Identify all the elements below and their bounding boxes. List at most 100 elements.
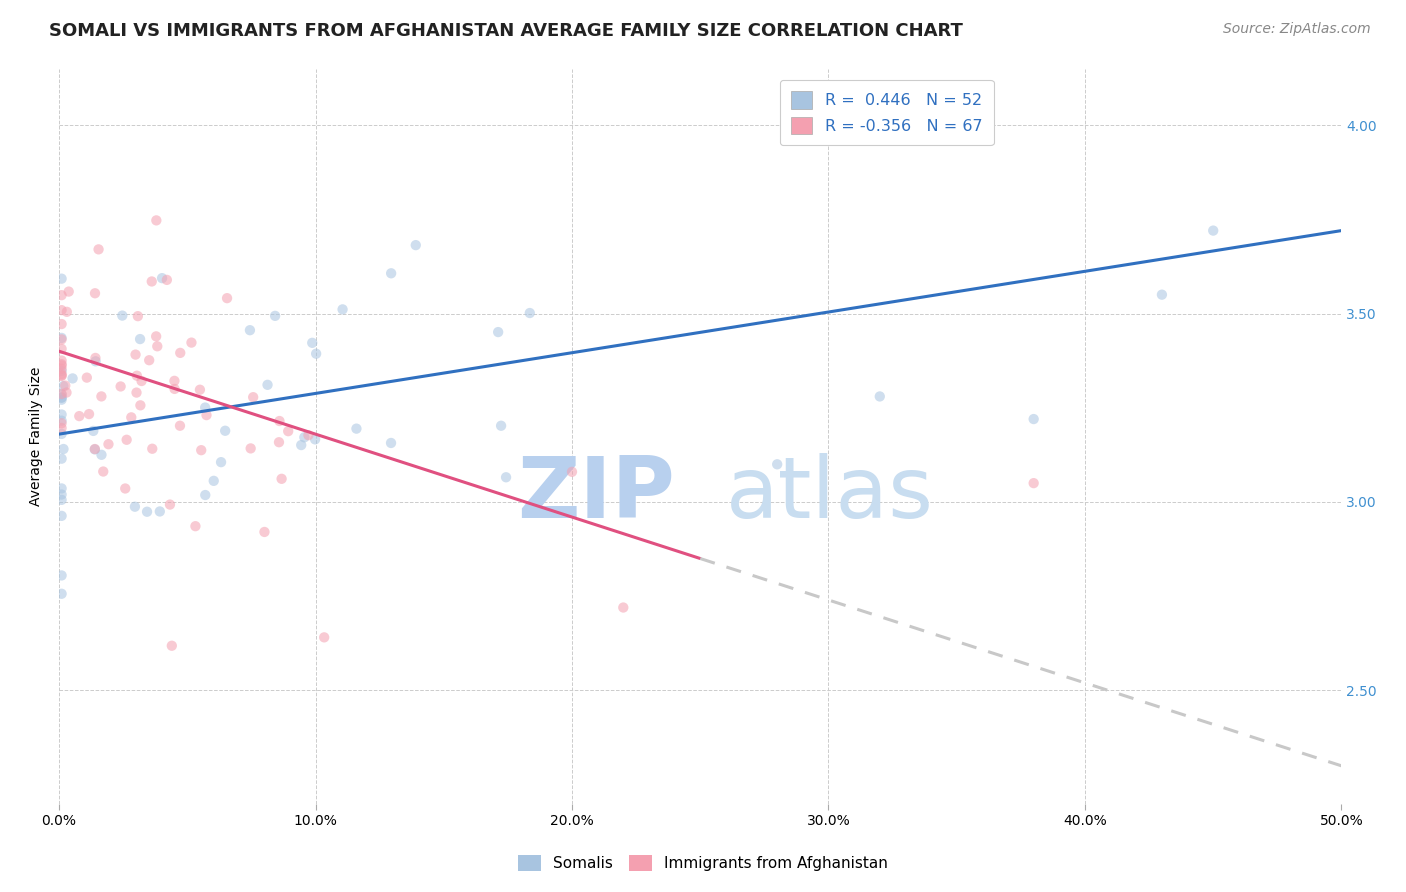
- Point: [405, 238, 427, 252]
- Text: atlas: atlas: [725, 453, 934, 536]
- Point: [239, 442, 262, 456]
- Point: [146, 339, 169, 353]
- Point: [87, 243, 110, 257]
- Point: [51, 368, 73, 383]
- Point: [51, 357, 73, 371]
- Point: [51, 392, 73, 407]
- Point: [305, 347, 328, 361]
- Point: [51, 361, 73, 376]
- Text: Source: ZipAtlas.com: Source: ZipAtlas.com: [1223, 22, 1371, 37]
- Point: [1202, 224, 1225, 238]
- Point: [124, 348, 146, 362]
- Point: [51, 587, 73, 601]
- Point: [215, 291, 238, 305]
- Point: [138, 353, 160, 368]
- Point: [188, 383, 211, 397]
- Text: SOMALI VS IMMIGRANTS FROM AFGHANISTAN AVERAGE FAMILY SIZE CORRELATION CHART: SOMALI VS IMMIGRANTS FROM AFGHANISTAN AV…: [49, 22, 963, 40]
- Point: [51, 387, 73, 401]
- Point: [184, 519, 207, 533]
- Point: [202, 474, 225, 488]
- Point: [869, 389, 891, 403]
- Point: [290, 438, 312, 452]
- Point: [51, 353, 73, 368]
- Point: [51, 391, 73, 405]
- Point: [141, 275, 163, 289]
- Point: [150, 271, 173, 285]
- Point: [51, 288, 73, 302]
- Point: [51, 387, 73, 401]
- Point: [141, 442, 163, 456]
- Point: [115, 433, 138, 447]
- Point: [62, 371, 84, 385]
- Point: [194, 401, 217, 415]
- Point: [136, 505, 159, 519]
- Point: [253, 524, 276, 539]
- Point: [277, 424, 299, 438]
- Legend: R =  0.446   N = 52, R = -0.356   N = 67: R = 0.446 N = 52, R = -0.356 N = 67: [780, 80, 994, 145]
- Point: [90, 448, 112, 462]
- Point: [380, 436, 402, 450]
- Point: [127, 309, 149, 323]
- Point: [52, 442, 75, 456]
- Point: [51, 492, 73, 507]
- Point: [346, 422, 368, 436]
- Point: [160, 639, 183, 653]
- Point: [239, 323, 262, 337]
- Point: [58, 285, 80, 299]
- Point: [51, 568, 73, 582]
- Point: [156, 273, 179, 287]
- Point: [51, 421, 73, 435]
- Point: [489, 418, 512, 433]
- Point: [766, 458, 789, 472]
- Point: [195, 408, 218, 422]
- Point: [561, 465, 583, 479]
- Point: [51, 332, 73, 346]
- Point: [124, 500, 146, 514]
- Point: [51, 391, 73, 405]
- Point: [159, 498, 181, 512]
- Point: [304, 433, 326, 447]
- Point: [145, 213, 167, 227]
- Point: [292, 430, 315, 444]
- Point: [51, 303, 73, 318]
- Point: [163, 382, 186, 396]
- Point: [267, 435, 290, 450]
- Point: [486, 325, 509, 339]
- Point: [51, 364, 73, 378]
- Point: [51, 367, 73, 381]
- Point: [51, 359, 73, 373]
- Point: [84, 286, 107, 301]
- Point: [97, 437, 120, 451]
- Point: [55, 385, 77, 400]
- Point: [77, 407, 100, 421]
- Point: [51, 414, 73, 428]
- Point: [264, 309, 287, 323]
- Point: [495, 470, 517, 484]
- Point: [51, 426, 73, 441]
- Point: [110, 379, 132, 393]
- Point: [269, 414, 291, 428]
- Point: [120, 410, 142, 425]
- Point: [51, 417, 73, 431]
- Point: [83, 442, 105, 456]
- Point: [51, 508, 73, 523]
- Point: [129, 398, 152, 412]
- Point: [82, 424, 104, 438]
- Point: [149, 504, 172, 518]
- Point: [129, 332, 152, 346]
- Point: [52, 379, 75, 393]
- Point: [145, 329, 167, 343]
- Point: [51, 368, 73, 383]
- Point: [84, 351, 107, 365]
- Point: [169, 346, 191, 360]
- Point: [1022, 412, 1045, 426]
- Point: [209, 455, 232, 469]
- Point: [612, 600, 634, 615]
- Point: [114, 482, 136, 496]
- Point: [314, 631, 336, 645]
- Text: ZIP: ZIP: [517, 453, 675, 536]
- Point: [56, 305, 79, 319]
- Point: [51, 451, 73, 466]
- Point: [380, 266, 402, 280]
- Point: [91, 465, 114, 479]
